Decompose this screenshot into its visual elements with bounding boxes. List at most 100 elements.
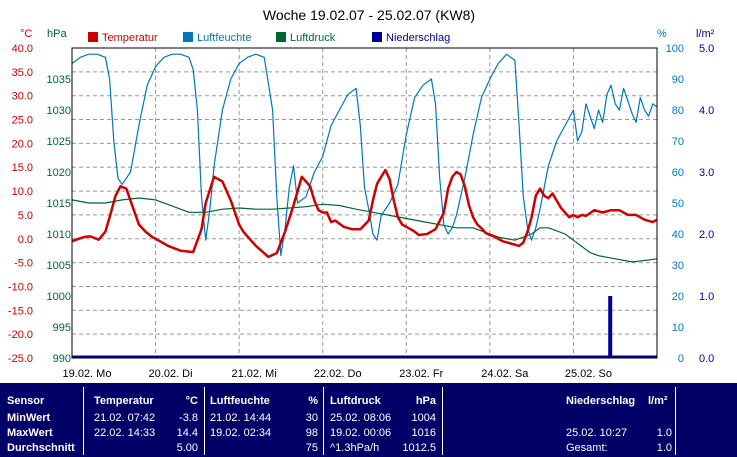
stats-temp-val: 14.4 — [176, 427, 198, 439]
stats-header-temp-unit: °C — [185, 395, 198, 407]
stats-rain-time: Gesamt: — [566, 442, 608, 454]
stats-rain-val: 1.0 — [656, 427, 672, 439]
rain-tick-label: 2.0 — [699, 229, 714, 241]
x-tick-label: 25.02. So — [565, 368, 612, 380]
hum-tick-label: 20 — [672, 291, 684, 303]
rain-axis-unit: l/m² — [696, 28, 715, 40]
hum-tick-label: 30 — [672, 260, 684, 272]
hum-tick-label: 60 — [672, 167, 684, 179]
stats-temp-val: -3.8 — [179, 412, 198, 424]
rain-bar — [608, 296, 613, 358]
temp-tick-label: -25.0 — [8, 353, 33, 365]
stats-hum-time: 21.02. 14:44 — [210, 412, 272, 424]
legend-swatch — [183, 32, 193, 42]
x-axis: 19.02. Mo 20.02. Di 21.02. Mi 22.02. Do 23.0… — [63, 368, 612, 380]
legend-label: Luftdruck — [290, 32, 336, 44]
series-layer — [71, 53, 658, 359]
press-tick-label: 1035 — [47, 74, 71, 86]
stats-temp-val: 5.00 — [176, 442, 198, 454]
rain-tick-label: 0.0 — [699, 353, 714, 365]
temp-tick-label: 30.0 — [12, 91, 33, 103]
temp-tick-label: 10.0 — [12, 186, 33, 198]
stats-header-press: Luftdruck — [330, 395, 381, 407]
stats-label: MinWert — [7, 412, 51, 424]
hum-tick-label: 80 — [672, 105, 684, 117]
chart-title: Woche 19.02.07 - 25.02.07 (KW8) — [263, 7, 475, 23]
temp-tick-label: 25.0 — [12, 115, 33, 127]
weather-chart: Woche 19.02.07 - 25.02.07 (KW8) °C hPa %… — [8, 7, 715, 380]
rain-tick-label: 4.0 — [699, 105, 714, 117]
temp-tick-label: -15.0 — [8, 305, 33, 317]
press-axis: 1035 1030 1025 1020 1015 1010 1005 1000 995 990 — [47, 74, 71, 365]
temp-tick-label: 15.0 — [12, 162, 33, 174]
stats-press-time: ^1.3hPa/h — [330, 442, 380, 454]
stats-rain-val: 1.0 — [656, 442, 672, 454]
stats-label: Durchschnitt — [7, 442, 75, 454]
x-tick-label: 24.02. Sa — [481, 368, 529, 380]
temp-tick-label: 0.0 — [18, 234, 33, 246]
temp-axis-unit: °C — [20, 28, 32, 40]
press-tick-label: 1015 — [47, 198, 71, 210]
x-tick-label: 19.02. Mo — [63, 368, 112, 380]
stats-press-val: 1012.5 — [402, 442, 436, 454]
pressure-line — [71, 197, 658, 263]
legend-swatch — [88, 32, 98, 42]
rain-tick-label: 1.0 — [699, 291, 714, 303]
press-tick-label: 1000 — [47, 291, 71, 303]
rain-tick-label: 3.0 — [699, 167, 714, 179]
x-tick-label: 22.02. Do — [314, 368, 362, 380]
stats-temp-time: 22.02. 14:33 — [94, 427, 156, 439]
stats-label: MaxWert — [7, 427, 53, 439]
legend-label: Niederschlag — [386, 32, 450, 44]
hum-tick-label: 50 — [672, 198, 684, 210]
temp-axis: 40.0 35.0 30.0 25.0 20.0 15.0 10.0 5.0 0.0 -5.0 -1… — [8, 43, 33, 365]
legend: Temperatur Luftfeuchte Luftdruck Niederschl… — [88, 32, 450, 44]
press-tick-label: 990 — [53, 353, 71, 365]
stats-panel: Sensor Temperatur °C Luftfeuchte % Luftd… — [0, 383, 737, 457]
temp-tick-label: 35.0 — [12, 67, 33, 79]
press-tick-label: 1020 — [47, 167, 71, 179]
temp-tick-label: -20.0 — [8, 329, 33, 341]
hum-tick-label: 0 — [678, 353, 684, 365]
stats-hum-val: 98 — [305, 427, 318, 439]
temp-tick-label: -5.0 — [14, 258, 33, 270]
stats-press-time: 19.02. 00:06 — [330, 427, 392, 439]
x-tick-label: 21.02. Mi — [232, 368, 277, 380]
press-tick-label: 995 — [53, 322, 71, 334]
stats-hum-val: 75 — [305, 442, 318, 454]
legend-label: Temperatur — [102, 32, 158, 44]
stats-header-rain: Niederschlag — [566, 395, 636, 407]
rain-tick-label: 5.0 — [699, 43, 714, 55]
stats-header-hum-unit: % — [308, 395, 318, 407]
press-tick-label: 1010 — [47, 229, 71, 241]
hum-tick-label: 40 — [672, 229, 684, 241]
stats-header-sensor: Sensor — [7, 395, 45, 407]
x-tick-label: 23.02. Fr — [399, 368, 443, 380]
press-tick-label: 1025 — [47, 136, 71, 148]
temperature-line — [71, 168, 658, 259]
stats-rain-time: 25.02. 10:27 — [566, 427, 628, 439]
grid — [72, 48, 657, 358]
humidity-line — [71, 53, 658, 257]
stats-header-temp: Temperatur — [94, 395, 154, 407]
stats-press-val: 1016 — [411, 427, 436, 439]
hum-axis-unit: % — [657, 28, 667, 40]
hum-tick-label: 100 — [666, 43, 684, 55]
stats-press-val: 1004 — [411, 412, 436, 424]
hum-tick-label: 70 — [672, 136, 684, 148]
hum-tick-label: 90 — [672, 74, 684, 86]
rain-axis: 5.0 4.0 3.0 2.0 1.0 0.0 — [699, 43, 714, 365]
press-axis-unit: hPa — [47, 28, 67, 40]
stats-header-hum: Luftfeuchte — [210, 395, 270, 407]
stats-temp-time: 21.02. 07:42 — [94, 412, 156, 424]
legend-swatch — [372, 32, 382, 42]
temp-tick-label: 20.0 — [12, 138, 33, 150]
temp-tick-label: -10.0 — [8, 281, 33, 293]
stats-hum-val: 30 — [305, 412, 318, 424]
stats-header-press-unit: hPa — [415, 395, 436, 407]
stats-press-time: 25.02. 08:06 — [330, 412, 392, 424]
temp-tick-label: 40.0 — [12, 43, 33, 55]
stats-hum-time: 19.02. 02:34 — [210, 427, 272, 439]
x-tick-label: 20.02. Di — [149, 368, 193, 380]
